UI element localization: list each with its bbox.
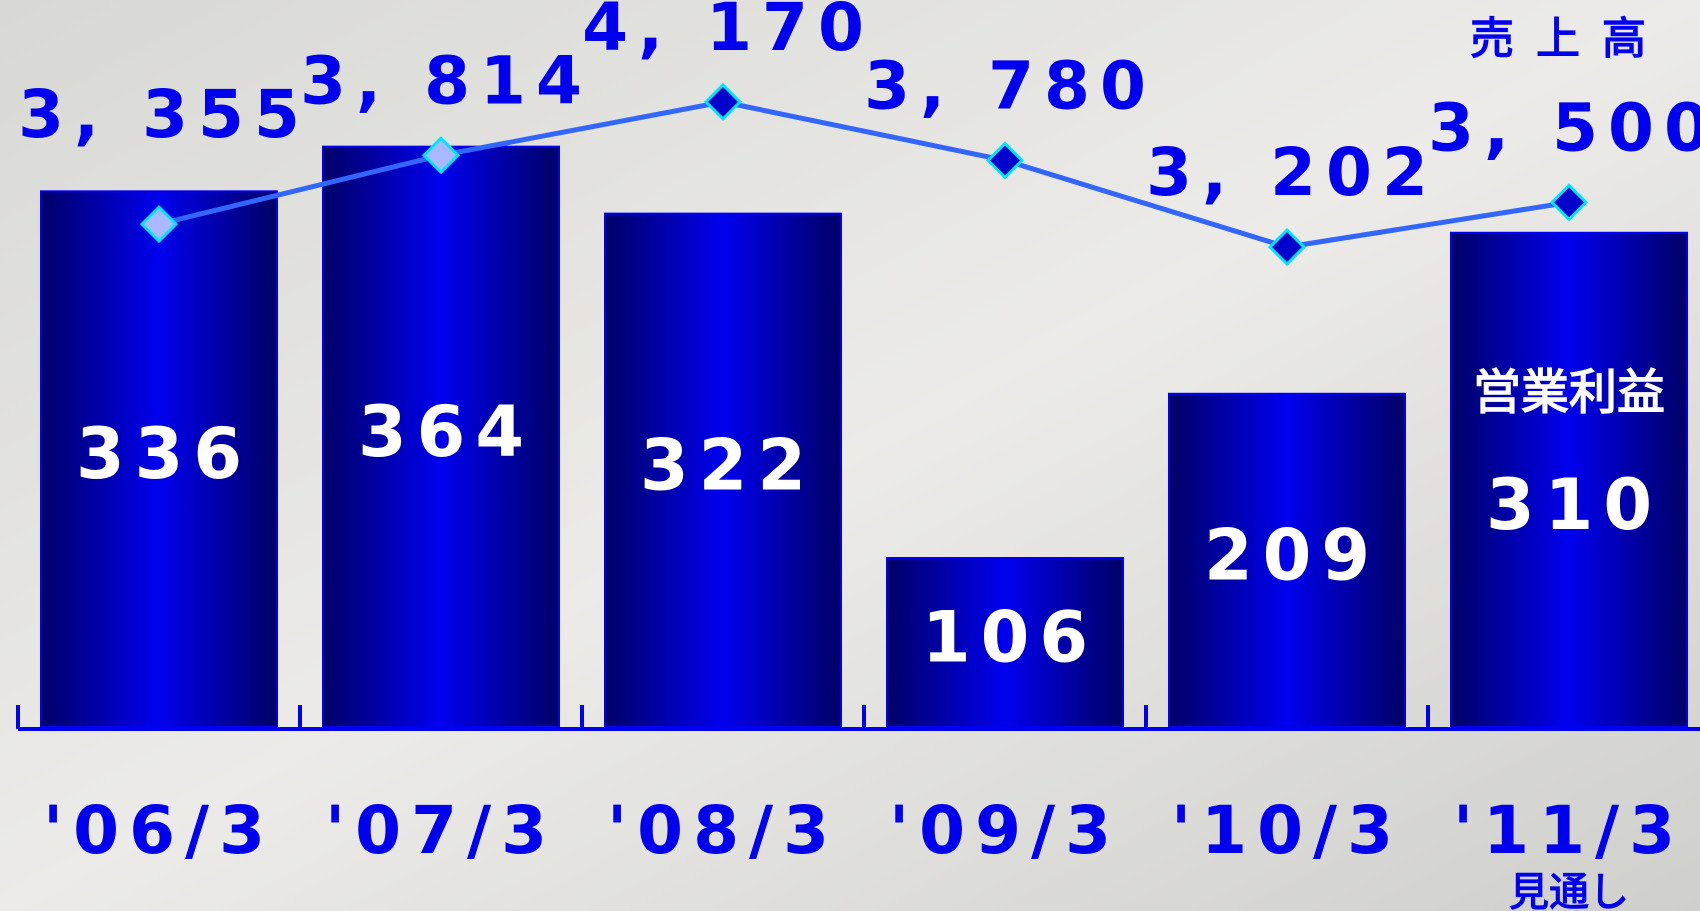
sales-marker bbox=[703, 82, 743, 122]
sales-value-label: 3, 500 bbox=[1428, 89, 1700, 166]
bar bbox=[40, 190, 278, 728]
bar-value-label: 209 bbox=[1204, 514, 1380, 596]
bar-value-label: 322 bbox=[640, 424, 816, 506]
sales-marker bbox=[1549, 183, 1589, 222]
sales-line bbox=[158, 99, 1570, 250]
bar bbox=[604, 212, 842, 728]
sales-value-label: 3, 355 bbox=[18, 76, 310, 153]
sales-value-label: 3, 202 bbox=[1146, 134, 1438, 211]
sales-marker bbox=[139, 204, 179, 244]
x-tick-label: '10/3 bbox=[1171, 792, 1403, 869]
x-tick-label: '09/3 bbox=[889, 792, 1121, 869]
sales-marker bbox=[1267, 227, 1307, 267]
x-tick-label: '11/3 bbox=[1453, 792, 1685, 869]
x-tick-label: '06/3 bbox=[43, 792, 275, 869]
bar-value-label: 336 bbox=[76, 413, 252, 495]
sales-value-label: 4, 170 bbox=[582, 0, 874, 66]
sales-marker bbox=[421, 136, 461, 175]
bar-value-label: 364 bbox=[358, 391, 534, 473]
x-tick-label: '08/3 bbox=[607, 792, 839, 869]
sales-value-label: 3, 780 bbox=[864, 47, 1156, 124]
annotation: 見通し bbox=[1509, 871, 1629, 911]
bar bbox=[886, 557, 1124, 729]
sales-marker bbox=[985, 141, 1025, 180]
bar-value-label: 106 bbox=[922, 597, 1098, 679]
bar-value-label: 310 bbox=[1486, 464, 1662, 546]
bar bbox=[1450, 231, 1688, 728]
x-tick-label: '07/3 bbox=[325, 792, 557, 869]
line-series-label: 売上高 bbox=[1470, 15, 1668, 64]
sales-value-label: 3, 814 bbox=[300, 42, 592, 119]
bar-series-label: 営業利益 bbox=[1473, 367, 1665, 420]
